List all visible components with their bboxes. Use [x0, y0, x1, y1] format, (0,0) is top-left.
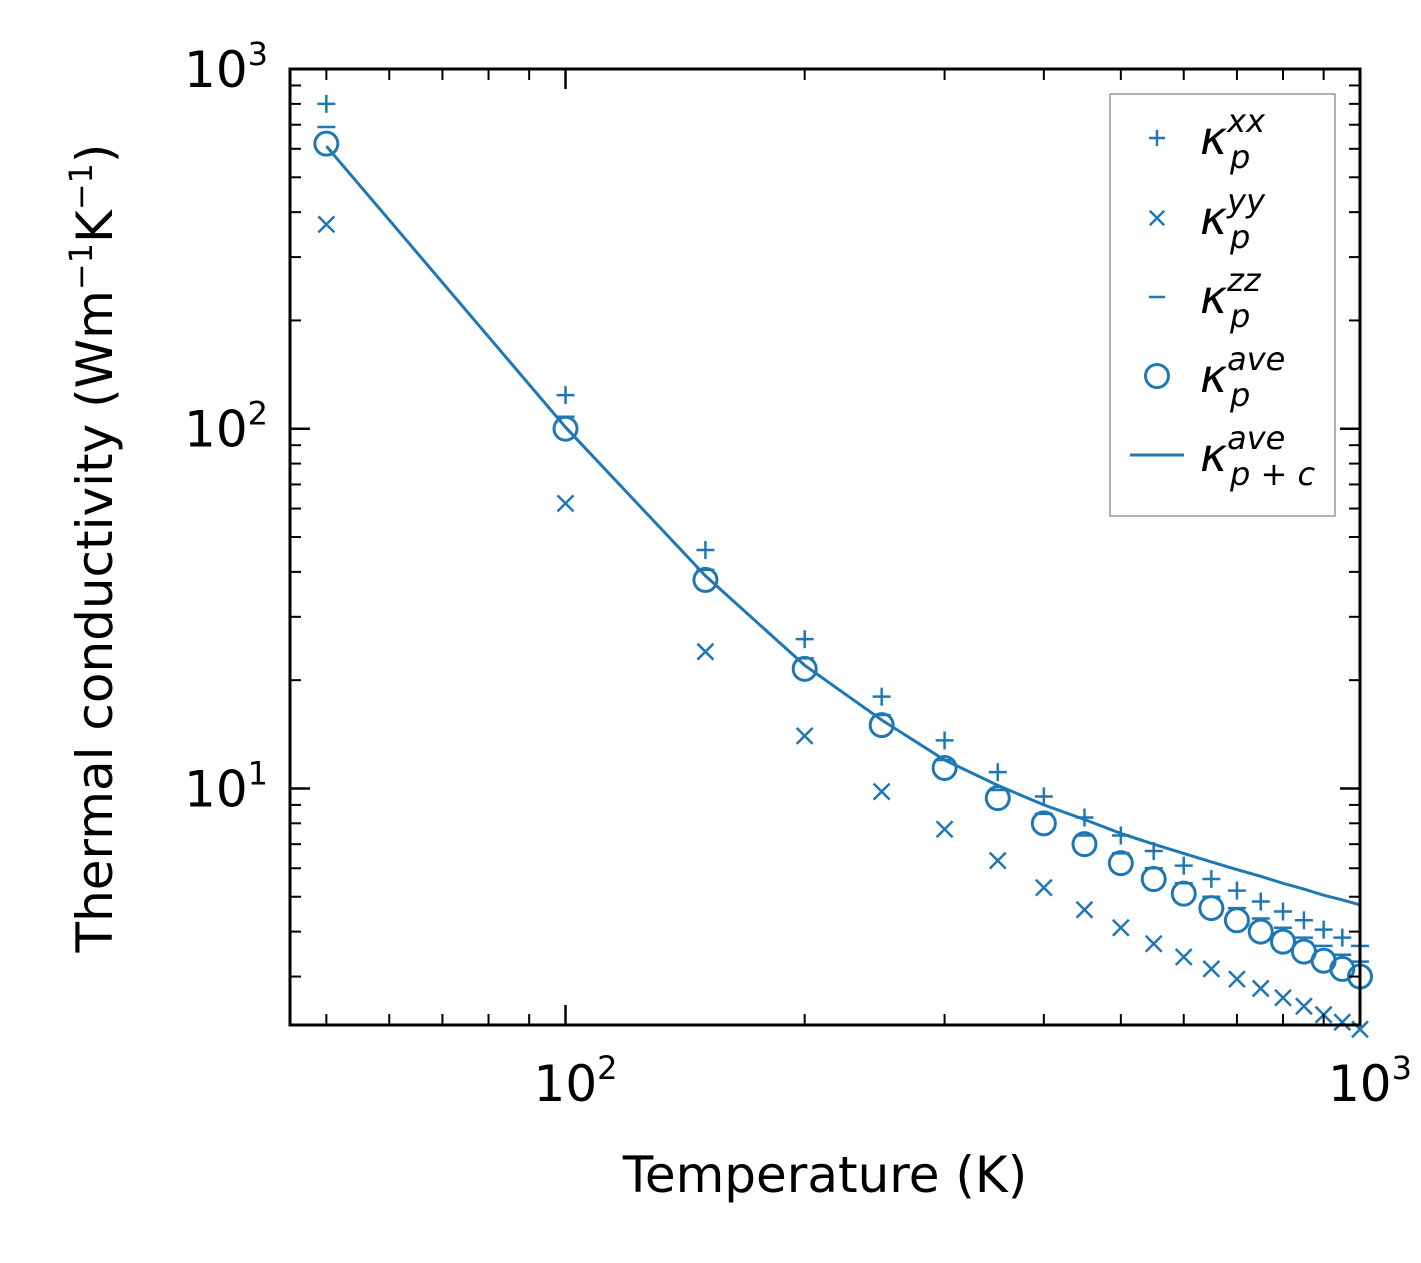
line-kappa_pc_ave [325, 145, 1361, 907]
series-kappa_p_xx [317, 94, 1369, 955]
legend-label-kappa_p_ave: κave p [1200, 340, 1285, 414]
data-marks [313, 94, 1373, 1039]
point-kappa_p_yy [1333, 1013, 1352, 1032]
legend-box [1109, 93, 1336, 517]
point-kappa_p_yy [696, 642, 715, 661]
point-kappa_p_yy [1144, 934, 1163, 953]
point-kappa_p_ave [313, 130, 340, 157]
axis-ticks [290, 67, 1362, 1025]
point-kappa_p_yy [988, 851, 1007, 870]
point-kappa_p_ave [791, 655, 818, 682]
point-kappa_p_ave [552, 415, 579, 442]
point-kappa_p_xx [556, 386, 575, 405]
point-kappa_p_xx [1251, 892, 1270, 911]
point-kappa_p_ave [1198, 895, 1225, 922]
point-kappa_p_xx [1227, 881, 1246, 900]
y-tick-label: 101 [184, 754, 268, 818]
y-tick-label: 102 [184, 395, 268, 459]
legend-item-kappa_p_yy: κyy p [1148, 182, 1266, 256]
legend-label-kappa_p_zz: κzz p [1200, 261, 1262, 335]
legend-label-kappa_pc_ave: κave p + c [1200, 419, 1315, 493]
point-kappa_p_ave [1170, 880, 1197, 907]
point-kappa_p_xx [1274, 902, 1293, 921]
point-kappa_p_xx [696, 541, 715, 560]
point-kappa_p_xx [988, 763, 1007, 782]
point-kappa_p_ave [1071, 831, 1098, 858]
point-kappa_p_ave [692, 566, 719, 593]
series-kappa_pc_ave [325, 145, 1361, 907]
point-kappa_p_yy [795, 727, 814, 745]
legend-marker-kappa_p_ave [1144, 363, 1170, 389]
point-kappa_p_ave [931, 754, 958, 781]
legend-item-kappa_p_xx: κxx p [1148, 102, 1266, 176]
point-kappa_p_ave [1270, 928, 1297, 955]
point-kappa_p_xx [1333, 928, 1352, 947]
point-kappa_p_yy [872, 782, 891, 801]
point-kappa_p_xx [872, 687, 891, 706]
point-kappa_p_ave [1247, 918, 1274, 945]
tick-labels: 102 103 101 102 103 [184, 35, 1412, 1113]
legend-marker-kappa_p_yy [1148, 209, 1166, 227]
point-kappa_p_yy [1034, 878, 1053, 897]
plot-frame [288, 67, 1362, 1027]
x-axis-label: Temperature (K) [622, 1146, 1027, 1204]
point-kappa_p_ave [1030, 810, 1057, 837]
point-kappa_p_xx [1174, 856, 1193, 875]
point-kappa_p_yy [556, 494, 575, 513]
point-kappa_p_ave [868, 712, 895, 739]
point-kappa_p_ave [1140, 866, 1167, 893]
point-kappa_p_yy [1228, 970, 1246, 989]
point-kappa_p_xx [317, 94, 336, 113]
point-kappa_p_xx [795, 630, 814, 649]
legend-item-kappa_pc_ave: κave p + c [1130, 419, 1315, 493]
legend-item-kappa_p_zz: κzz p [1148, 261, 1262, 335]
point-kappa_p_xx [1202, 870, 1221, 889]
legend-item-kappa_p_ave: κave p [1144, 340, 1285, 414]
point-kappa_p_yy [1111, 918, 1130, 937]
point-kappa_p_yy [1295, 997, 1313, 1016]
point-kappa_p_xx [935, 731, 954, 750]
x-tick-label: 103 [1328, 1049, 1412, 1113]
point-kappa_p_yy [1274, 988, 1292, 1007]
point-kappa_p_yy [1075, 900, 1094, 919]
point-kappa_p_yy [1251, 979, 1270, 998]
point-kappa_p_xx [1034, 787, 1053, 806]
point-kappa_p_yy [935, 820, 954, 839]
point-kappa_p_yy [1174, 948, 1193, 966]
point-kappa_p_ave [1223, 907, 1250, 934]
legend-label-kappa_p_xx: κxx p [1200, 102, 1266, 176]
point-kappa_p_yy [317, 215, 336, 234]
point-kappa_p_xx [1294, 911, 1313, 930]
point-kappa_p_ave [1329, 955, 1356, 982]
point-kappa_p_xx [1314, 920, 1333, 939]
x-tick-label: 102 [534, 1049, 618, 1113]
point-kappa_p_yy [1202, 960, 1221, 978]
y-tick-label: 103 [184, 35, 268, 99]
series-kappa_p_yy [317, 215, 1369, 1039]
legend-label-kappa_p_yy: κyy p [1200, 182, 1266, 256]
legend-marker-kappa_p_xx [1148, 129, 1166, 147]
y-axis-label: Thermal conductivity (Wm−1K−1) [62, 144, 124, 954]
point-kappa_p_ave [1107, 850, 1134, 877]
